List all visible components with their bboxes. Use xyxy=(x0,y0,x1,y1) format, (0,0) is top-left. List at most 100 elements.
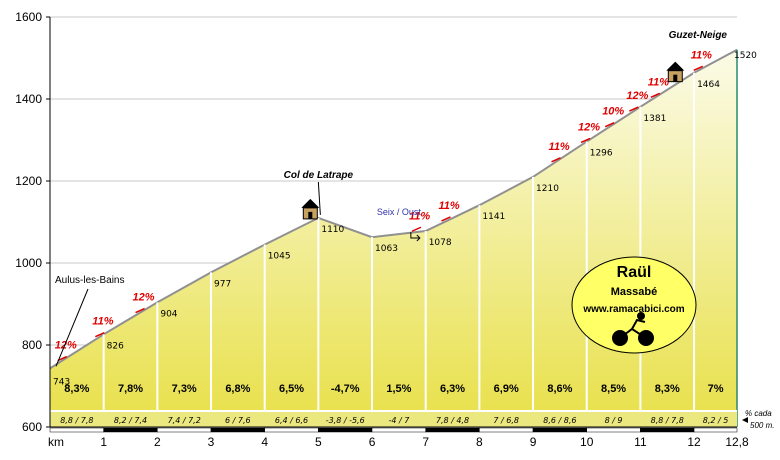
slope-marks-layer: 12%11%12%11%11%11%12%10%12%11%11% xyxy=(55,49,712,362)
altitude-label: 1063 xyxy=(375,244,398,254)
places-layer: Aulus-les-Bains Col de Latrape Seix / Oust… xyxy=(55,30,728,367)
logo-badge xyxy=(571,256,697,354)
half-km-slope-label: 8,8 / 7,8 xyxy=(60,416,93,425)
logo-line2: Massabé xyxy=(611,286,657,298)
max-slope-mark xyxy=(604,122,615,128)
max-slope-mark xyxy=(57,355,68,362)
segment-slope-label: 8,3% xyxy=(64,383,89,395)
house-icon xyxy=(301,198,320,220)
max-slope-mark xyxy=(135,307,145,314)
place-junction-label: Seix / Oust xyxy=(377,207,422,217)
km-scale-segment xyxy=(318,427,373,433)
max-slope-label: 12% xyxy=(55,340,77,352)
km-scale-segment xyxy=(103,427,158,433)
x-tick-label: 3 xyxy=(208,435,215,449)
segment-slope-label: 6,9% xyxy=(494,383,519,395)
altitude-label: 826 xyxy=(107,341,124,351)
x-tick-label: 4 xyxy=(261,435,268,449)
segment-slope-label: 8,5% xyxy=(601,383,626,395)
x-tick-label: 2 xyxy=(154,435,161,449)
segment-slope-label: 1,5% xyxy=(386,383,411,395)
max-slope-label: 12% xyxy=(626,90,648,102)
max-slope-label: 12% xyxy=(578,121,600,133)
km-scale-segment xyxy=(371,427,426,433)
altitude-label: 1520 xyxy=(734,51,757,61)
max-slope-mark xyxy=(551,157,561,163)
altitude-label: 1078 xyxy=(429,238,452,248)
half-km-slope-label: 8,2 / 5 xyxy=(703,416,729,425)
y-tick-label: 1600 xyxy=(15,10,42,24)
y-tick-label: 600 xyxy=(22,420,42,434)
segment-slope-label: 8,3% xyxy=(655,383,680,395)
max-slope-mark xyxy=(693,65,704,72)
x-tick-label: 12,8 xyxy=(725,435,749,449)
profile-line xyxy=(49,48,738,370)
altitude-label: 1296 xyxy=(590,149,613,159)
junction-arrow-icon xyxy=(410,232,421,242)
km-scale-segment xyxy=(586,427,641,433)
x-tick-label: 7 xyxy=(422,435,429,449)
place-col-pointer xyxy=(317,181,321,215)
altitude-label: 1464 xyxy=(697,80,720,90)
place-col-label: Col de Latrape xyxy=(284,170,354,181)
km-scale-segment xyxy=(425,427,480,433)
segment-slope-label: 6,8% xyxy=(225,383,250,395)
half-km-slope-label: 8 / 9 xyxy=(605,416,623,425)
place-finish-label: Guzet-Neige xyxy=(669,30,728,41)
max-slope-label: 10% xyxy=(602,106,624,118)
km-scale-segment xyxy=(532,427,587,433)
x-tick-label: 1 xyxy=(100,435,107,449)
labels-layer: 743 826 904 977 1045 1110 1063 1078 1141 1210 1296… xyxy=(53,51,774,430)
max-slope-mark xyxy=(580,137,591,144)
x-tick-label: 6 xyxy=(369,435,376,449)
place-start-pointer xyxy=(55,288,89,367)
y-tick-label: 1200 xyxy=(15,174,42,188)
half-km-slope-label: -4 / 7 xyxy=(388,416,410,425)
half-km-slope-label: 7 / 6,8 xyxy=(493,416,519,425)
max-slope-label: 11% xyxy=(549,141,570,153)
half-km-slope-label: 7,8 / 4,8 xyxy=(436,416,469,425)
max-slope-label: 11% xyxy=(409,210,430,222)
logo-line3: www.ramacabici.com xyxy=(582,304,684,315)
x-tick-label: 8 xyxy=(476,435,483,449)
altitude-label: 1141 xyxy=(482,212,505,222)
y-tick-label: 800 xyxy=(22,338,42,352)
segment-slope-label: 7,8% xyxy=(118,383,143,395)
house-icon xyxy=(666,61,685,83)
altitude-label: 1045 xyxy=(268,252,291,262)
max-slope-mark xyxy=(441,216,451,222)
km-scale-segment xyxy=(693,427,738,433)
note-arrow-icon xyxy=(742,417,748,423)
max-slope-mark xyxy=(95,332,105,338)
max-slope-label: 11% xyxy=(438,200,459,212)
altitude-label: 1381 xyxy=(643,114,666,124)
km-scale-segment xyxy=(640,427,695,433)
max-slope-mark xyxy=(411,226,422,232)
max-slope-label: 11% xyxy=(691,49,712,61)
max-slope-label: 11% xyxy=(92,316,113,328)
segment-slope-label: 8,6% xyxy=(547,383,572,395)
half-km-band xyxy=(50,411,737,427)
y-tick-label: 1000 xyxy=(15,256,42,270)
x-tick-label: 5 xyxy=(315,435,322,449)
max-slope-label: 12% xyxy=(133,292,155,304)
altitude-label: 977 xyxy=(214,279,231,289)
max-slope-mark xyxy=(629,106,639,112)
place-start-label: Aulus-les-Bains xyxy=(55,275,124,286)
segment-slope-label: 7,3% xyxy=(172,383,197,395)
half-km-slope-label: 8,2 / 7,4 xyxy=(114,416,147,425)
max-slope-label: 11% xyxy=(648,76,669,88)
altitude-label: 1110 xyxy=(321,225,344,235)
logo-line1: Raül xyxy=(617,264,652,281)
altitude-label: 904 xyxy=(160,309,177,319)
km-scale-segment xyxy=(479,427,534,433)
km-scale-segment xyxy=(264,427,319,433)
half-km-slope-label: 8,6 / 8,6 xyxy=(543,416,576,425)
half-km-slope-label: 6,4 / 6,6 xyxy=(275,416,308,425)
cyclist-icon xyxy=(612,312,654,346)
half-km-slope-label: 7,4 / 7,2 xyxy=(168,416,201,425)
half-km-slope-label: 8,8 / 7,8 xyxy=(651,416,684,425)
x-axis-label: km xyxy=(48,435,64,449)
